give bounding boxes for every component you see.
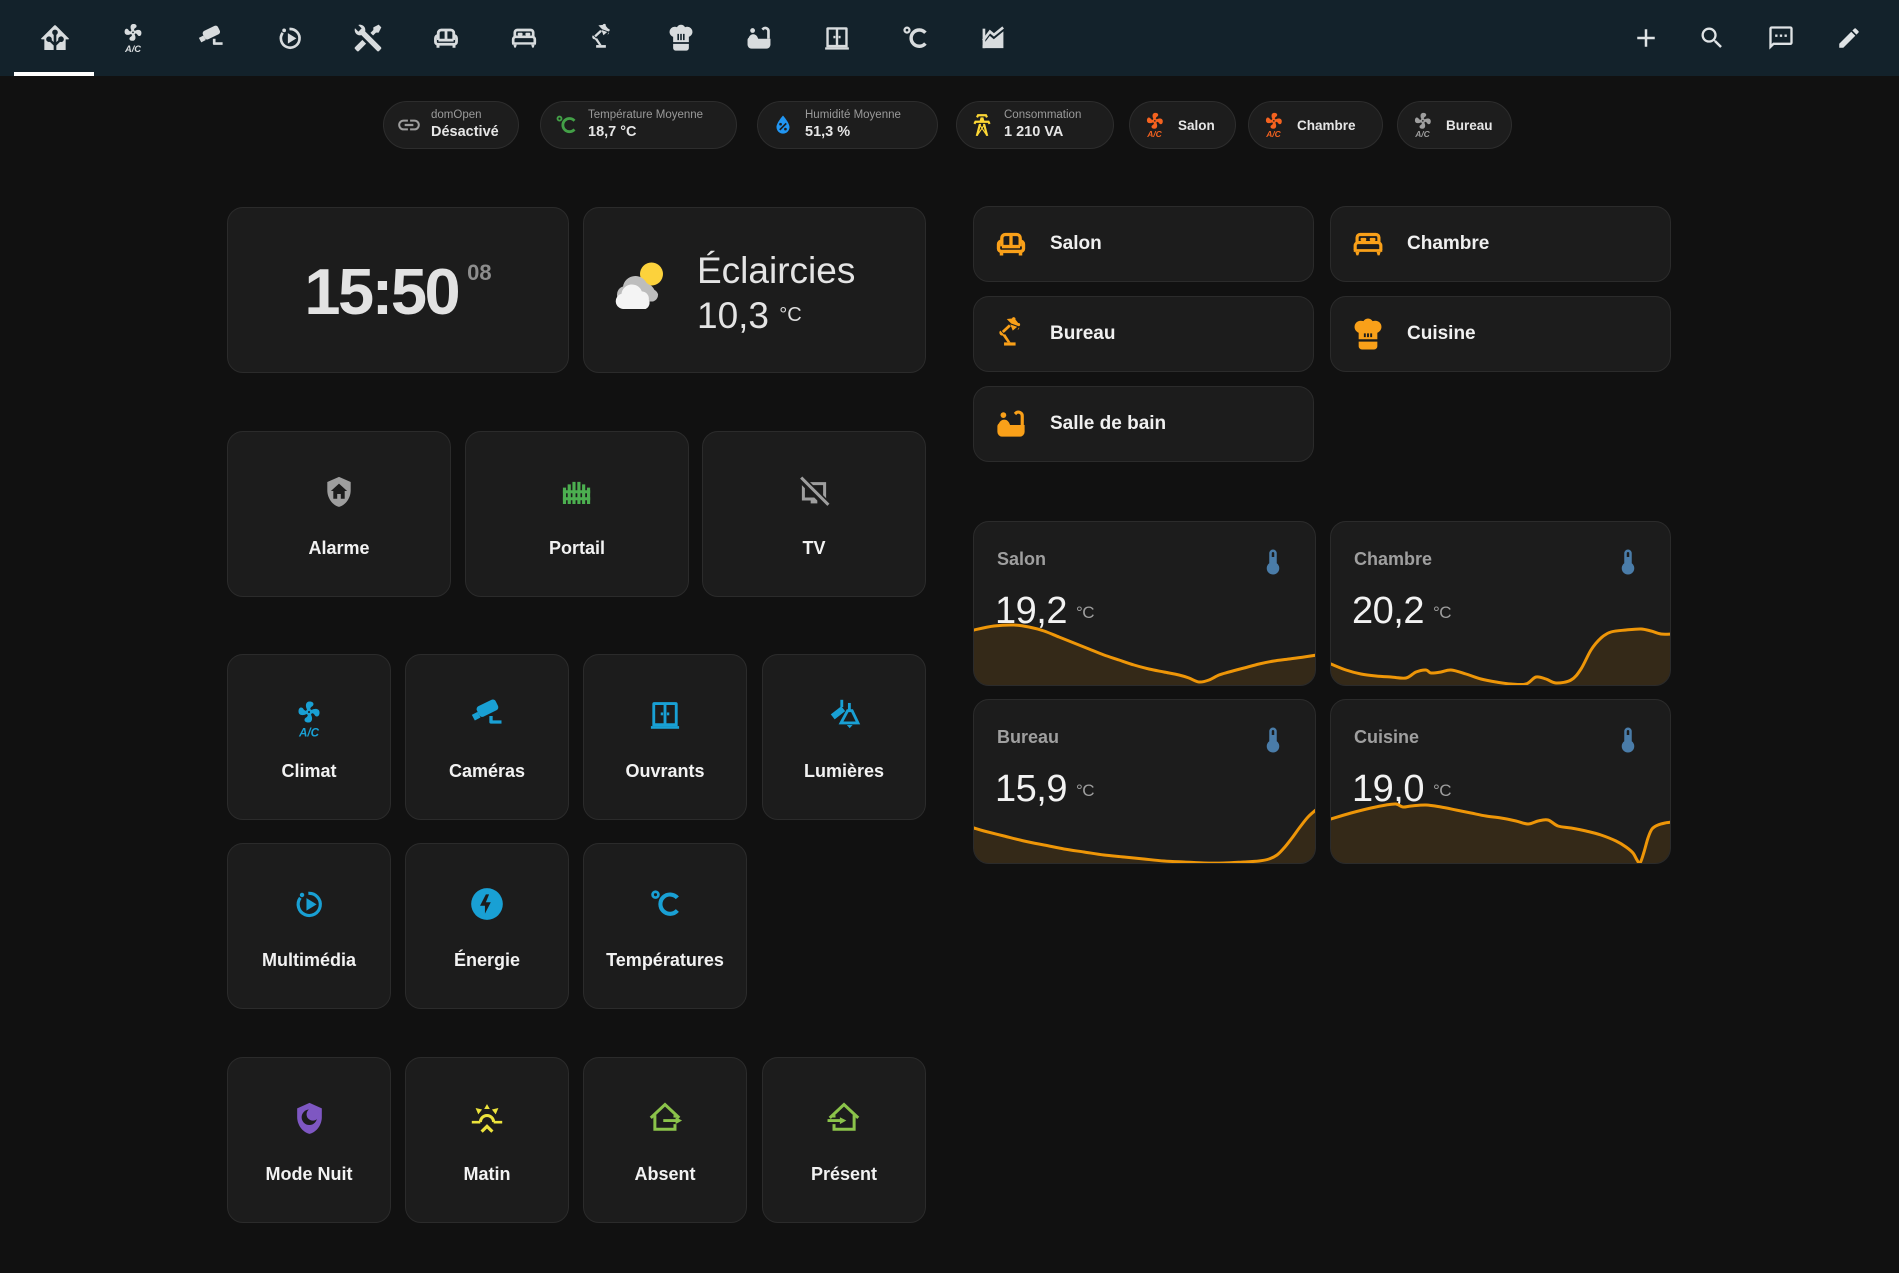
svg-text:A/C: A/C — [124, 44, 141, 54]
svg-text:A/C: A/C — [1414, 129, 1430, 138]
svg-text:A/C: A/C — [1265, 129, 1281, 138]
svg-text:A/C: A/C — [298, 727, 320, 739]
svg-text:A/C: A/C — [1146, 129, 1162, 138]
